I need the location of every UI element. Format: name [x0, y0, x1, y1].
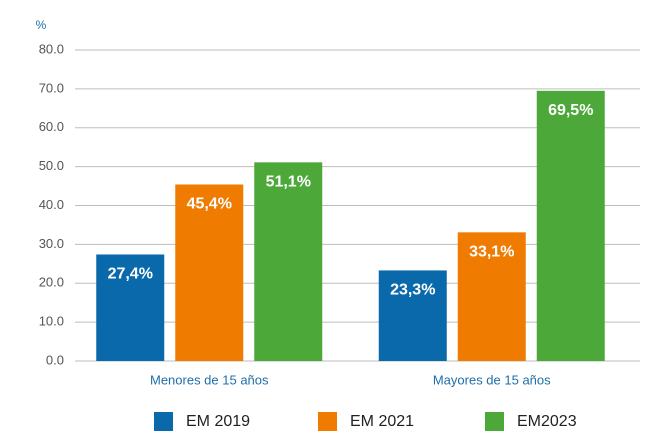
legend-swatch — [318, 412, 337, 431]
legend-label: EM2023 — [517, 413, 577, 430]
bar — [536, 90, 605, 361]
value-label: 45,4% — [187, 196, 232, 213]
legend-swatch — [485, 412, 504, 431]
y-tick-label: 80.0 — [39, 41, 64, 56]
value-label: 33,1% — [469, 244, 514, 261]
y-tick-label: 0.0 — [46, 352, 64, 367]
y-tick-label: 60.0 — [39, 119, 64, 134]
value-label: 27,4% — [108, 266, 153, 283]
value-label: 69,5% — [548, 102, 593, 119]
y-tick-label: 40.0 — [39, 197, 64, 212]
x-tick-label: Menores de 15 años — [150, 372, 269, 387]
x-tick-label: Mayores de 15 años — [433, 372, 551, 387]
value-label: 23,3% — [390, 282, 435, 299]
legend-label: EM 2019 — [186, 413, 250, 430]
bar — [378, 270, 447, 361]
bar — [457, 232, 526, 361]
y-tick-label: 30.0 — [39, 236, 64, 251]
bar — [96, 254, 165, 361]
y-unit: % — [36, 18, 47, 32]
legend-label: EM 2021 — [350, 413, 414, 430]
bar — [175, 184, 244, 361]
value-label: 51,1% — [266, 174, 311, 191]
y-tick-label: 70.0 — [39, 80, 64, 95]
bar — [254, 162, 323, 361]
y-tick-label: 50.0 — [39, 158, 64, 173]
y-tick-label: 20.0 — [39, 275, 64, 290]
legend-swatch — [154, 412, 173, 431]
y-tick-label: 10.0 — [39, 314, 64, 329]
